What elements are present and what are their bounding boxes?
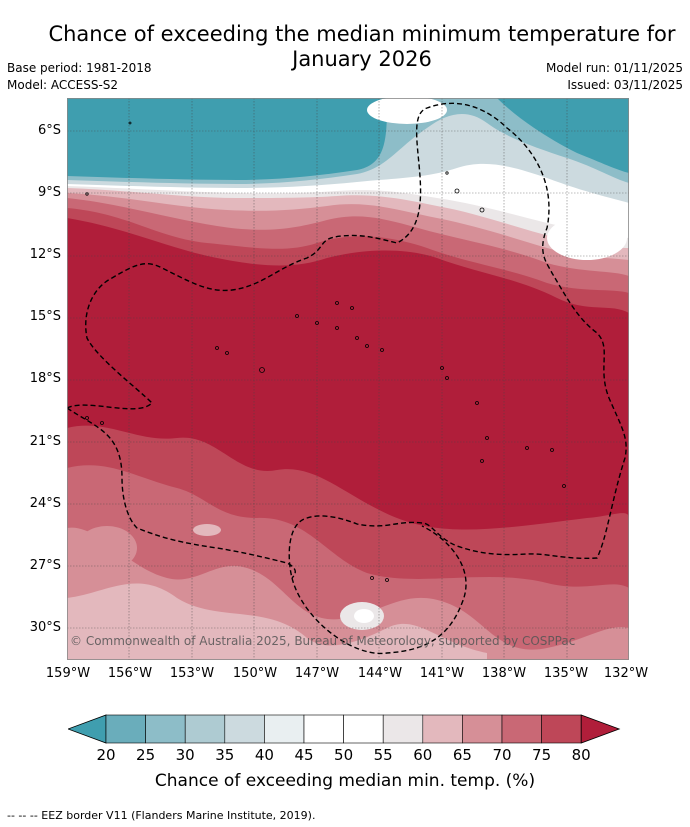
colorbar-cell (382, 714, 424, 744)
lon-tick-159w: 159°W (45, 666, 91, 681)
lat-tick-15s: 15°S (29, 309, 61, 324)
lat-tick-21s: 21°S (29, 434, 61, 449)
lon-tick-135w: 135°W (543, 666, 589, 681)
field-20-upper-east (497, 98, 629, 173)
colorbar-tick-label: 50 (334, 746, 354, 764)
base-period: Base period: 1981-2018 (7, 61, 152, 75)
islands (85, 121, 566, 582)
lon-tick-153w: 153°W (169, 666, 215, 681)
field-65-pocket-west (77, 526, 137, 570)
colorbar-tick-label: 60 (413, 746, 433, 764)
colorbar-tick-label: 30 (175, 746, 195, 764)
run-info: Model run: 01/11/2025 Issued: 03/11/2025 (546, 60, 683, 94)
colorbar-cell (303, 714, 344, 744)
colorbar-cell (224, 714, 265, 744)
colorbar-tick-label: 25 (136, 746, 156, 764)
title-line-1: Chance of exceeding the median minimum t… (48, 22, 676, 46)
field-white-cap (367, 98, 447, 124)
colorbar-cell (145, 714, 186, 744)
colorbar-cell (343, 714, 384, 744)
colorbar-cell (184, 714, 226, 744)
colorbar-cell (264, 714, 305, 744)
field-white-east (547, 216, 627, 260)
lon-tick-132w: 132°W (603, 666, 649, 681)
field-20-upper (67, 98, 387, 180)
colorbar-tick-label: 65 (452, 746, 472, 764)
colorbar-cell (422, 714, 463, 744)
lat-tick-9s: 9°S (37, 185, 61, 200)
colorbar-tick-label: 45 (294, 746, 314, 764)
colorbar-cell (462, 714, 503, 744)
lon-tick-141w: 141°W (419, 666, 465, 681)
colorbar-tick-label: 20 (96, 746, 116, 764)
map-frame (67, 98, 629, 660)
lat-tick-27s: 27°S (29, 558, 61, 573)
eez-footnote: -- -- -- EEZ border V11 (Flanders Marine… (7, 809, 316, 822)
colorbar-tick-label: 70 (492, 746, 512, 764)
colorbar-tick-label: 40 (254, 746, 274, 764)
field-60-pocket-west (193, 524, 221, 536)
copyright-notice: © Commonwealth of Australia 2025, Bureau… (70, 634, 576, 648)
colorbar-arrow-low (68, 714, 107, 744)
lat-tick-18s: 18°S (29, 371, 61, 386)
title-line-2: January 2026 (292, 47, 432, 71)
issued-date: Issued: 03/11/2025 (567, 78, 683, 92)
model-run: Model run: 01/11/2025 (545, 61, 683, 75)
eez-border-west (67, 102, 627, 655)
lat-tick-24s: 24°S (29, 496, 61, 511)
colorbar-tick-label: 55 (373, 746, 393, 764)
lon-tick-156w: 156°W (107, 666, 153, 681)
colorbar-tick-label: 75 (532, 746, 552, 764)
lon-tick-150w: 150°W (232, 666, 278, 681)
model-info: Base period: 1981-2018 Model: ACCESS-S2 (7, 60, 152, 94)
field-50-pocket (354, 609, 374, 623)
forecast-map (67, 98, 629, 660)
lat-tick-30s: 30°S (29, 620, 61, 635)
lat-tick-12s: 12°S (29, 247, 61, 262)
colorbar-tick-label: 80 (571, 746, 591, 764)
eez-border-south (67, 407, 296, 579)
colorbar-cell (105, 714, 146, 744)
colorbar-tick-label: 35 (215, 746, 235, 764)
field-60-lower (67, 583, 487, 660)
gridlines (67, 98, 629, 660)
colorbar-cell (501, 714, 542, 744)
lon-tick-147w: 147°W (294, 666, 340, 681)
map-title: Chance of exceeding the median minimum t… (0, 22, 690, 72)
lon-tick-138w: 138°W (481, 666, 527, 681)
lat-tick-6s: 6°S (37, 123, 61, 138)
colorbar-label: Chance of exceeding median min. temp. (%… (154, 771, 536, 791)
colorbar-cell (541, 714, 582, 744)
lon-tick-144w: 144°W (357, 666, 403, 681)
colorbar (68, 714, 621, 744)
colorbar-arrow-high (580, 714, 621, 744)
model-name: Model: ACCESS-S2 (7, 78, 119, 92)
